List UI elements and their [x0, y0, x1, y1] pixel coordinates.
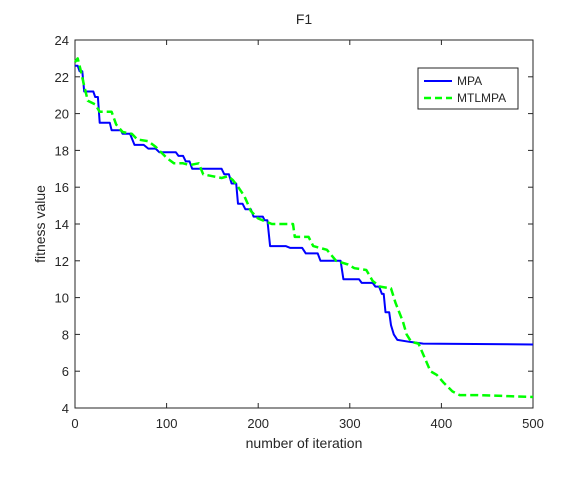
series-layer	[73, 57, 534, 399]
y-tick-label: 14	[55, 217, 69, 232]
x-tick-label: 500	[522, 416, 544, 431]
y-tick-label: 4	[62, 401, 69, 416]
x-tick-label: 0	[71, 416, 78, 431]
y-tick-label: 18	[55, 143, 69, 158]
y-tick-label: 24	[55, 33, 69, 48]
series-line-mtlmpa	[73, 57, 534, 399]
legend-label-mpa: MPA	[457, 74, 482, 88]
legend: MPA MTLMPA	[417, 67, 519, 110]
x-axis-label: number of iteration	[246, 435, 363, 451]
x-tick-label: 400	[431, 416, 453, 431]
y-tick-label: 16	[55, 180, 69, 195]
y-axis-label: fitness value	[32, 185, 48, 263]
series-line-mpa	[75, 64, 534, 346]
legend-label-mtlmpa: MTLMPA	[457, 91, 506, 105]
y-tick-label: 20	[55, 107, 69, 122]
y-tick-label: 10	[55, 291, 69, 306]
legend-box	[417, 67, 519, 110]
y-tick-label: 6	[62, 364, 69, 379]
y-tick-label: 22	[55, 70, 69, 85]
x-tick-label: 300	[339, 416, 361, 431]
y-tick-label: 12	[55, 254, 69, 269]
y-tick-label: 8	[62, 327, 69, 342]
x-tick-label: 200	[247, 416, 269, 431]
x-tick-label: 100	[156, 416, 178, 431]
chart-title: F1	[296, 11, 313, 27]
axis-ticks: 0 100 200 300 400 500 4 6 8 10 12 14 16 18 20 22 24	[55, 33, 544, 431]
